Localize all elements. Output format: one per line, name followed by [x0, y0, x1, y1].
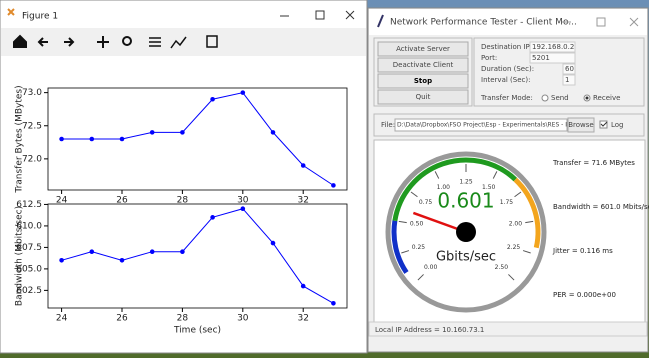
field-label: Duration (Sec): — [481, 65, 534, 73]
gauge-tick-label: 1.25 — [459, 179, 473, 186]
gauge-unit: Gbits/sec — [436, 250, 496, 265]
log-label: Log — [611, 121, 624, 129]
gauge-tick-label: 2.50 — [495, 264, 509, 271]
stat-text: Jitter = 0.116 ms — [552, 247, 613, 255]
data-point — [150, 130, 155, 135]
stat-text: Transfer = 71.6 MBytes — [552, 159, 635, 167]
data-point — [89, 249, 94, 254]
button-label: Deactivate Client — [393, 61, 454, 69]
y-tick-label: 73.0 — [22, 88, 42, 98]
data-point — [271, 130, 276, 135]
radio-dot — [586, 97, 589, 100]
x-axis-label: Time (sec) — [173, 326, 221, 336]
y-tick-label: 72.0 — [22, 154, 42, 164]
button-label: Quit — [416, 93, 431, 101]
y-axis-label: Transfer Bytes (MBytes) — [15, 85, 25, 193]
data-point — [210, 97, 215, 102]
data-point — [150, 249, 155, 254]
data-point — [271, 241, 276, 246]
x-tick-label: 30 — [237, 314, 249, 324]
data-point — [301, 163, 306, 168]
file-label: File: — [381, 121, 395, 129]
x-tick-label: 32 — [297, 314, 308, 324]
field-value: 5201 — [532, 54, 550, 62]
gauge-value: 0.601 — [437, 189, 494, 213]
status-text: Local IP Address = 10.160.73.1 — [375, 326, 484, 334]
axes — [48, 204, 347, 308]
gauge-tick-label: 0.25 — [412, 244, 426, 251]
radio-label: Receive — [593, 94, 620, 102]
window-title: Figure 1 — [22, 12, 58, 22]
data-point — [59, 258, 64, 263]
toolbar — [1, 28, 366, 56]
button-label: Stop — [414, 77, 432, 85]
gauge-tick-label: 2.25 — [507, 244, 521, 251]
gauge-tick-label: 0.75 — [419, 199, 433, 206]
button-label: Activate Server — [396, 45, 450, 53]
y-axis-label: Bandwidth (Mbits/sec) — [15, 206, 25, 306]
field-value: 192.168.0.2 — [532, 43, 574, 51]
data-point — [180, 130, 185, 135]
browse-label: Browse — [568, 121, 594, 129]
stat-text: PER = 0.000e+00 — [553, 291, 616, 299]
data-point — [241, 206, 246, 211]
figure-charts: 72.0 72.5 73.0 24 26 28 30 32 Transfer Bytes (MB… — [15, 85, 348, 335]
data-point — [241, 90, 246, 95]
transfer-mode-label: Transfer Mode: — [480, 94, 533, 102]
x-tick-label: 28 — [177, 314, 189, 324]
gauge-tick-label: 2.00 — [509, 221, 523, 228]
data-point — [89, 137, 94, 142]
gauge-hub — [456, 222, 476, 242]
radio-button[interactable] — [542, 95, 548, 101]
gauge-tick-label: 0.00 — [424, 264, 438, 271]
file-path: D:\Data\Dropbox\FSO Project\Esp - Experi… — [397, 122, 567, 129]
data-point — [331, 301, 336, 306]
stat-text: Bandwidth = 601.0 Mbits/sec — [553, 203, 649, 211]
screen: Figure 1 Network Performance Tester - Cl… — [0, 0, 649, 358]
data-point — [331, 183, 336, 188]
gauge-tick-label: 0.50 — [410, 221, 424, 228]
data-point — [120, 137, 125, 142]
radio-label: Send — [551, 94, 569, 102]
data-point — [180, 249, 185, 254]
field-value: 1 — [565, 76, 569, 84]
data-point — [210, 215, 215, 220]
x-tick-label: 26 — [116, 314, 128, 324]
field-label: Port: — [481, 54, 497, 62]
gauge-tick-label: 1.75 — [500, 199, 514, 206]
data-point — [120, 258, 125, 263]
field-label: Destination IP: — [481, 43, 532, 51]
field-label: Interval (Sec): — [481, 76, 530, 84]
window-title: Network Performance Tester - Client Mo..… — [390, 18, 577, 28]
data-point — [59, 137, 64, 142]
data-point — [301, 284, 306, 289]
x-tick-label: 24 — [56, 314, 68, 324]
y-tick-label: 72.5 — [22, 121, 42, 131]
field-value: 60 — [565, 65, 574, 73]
